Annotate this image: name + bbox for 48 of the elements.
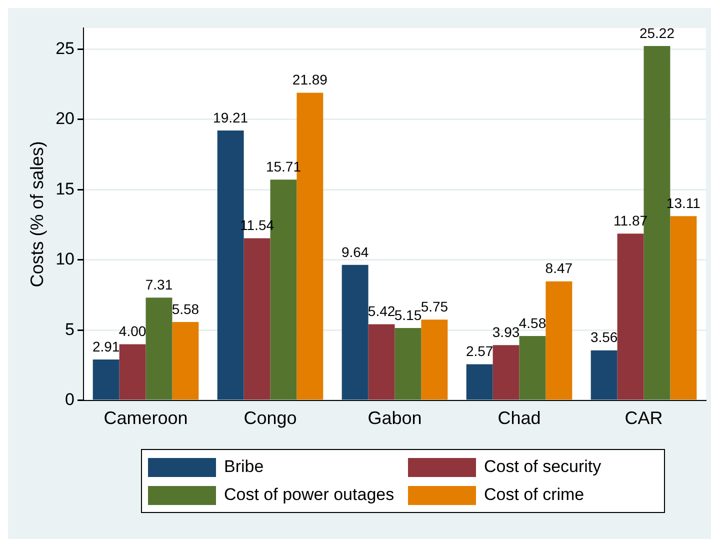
data-label: 25.22 [639,24,675,41]
x-tick-label: Chad [498,408,541,428]
y-axis-title: Costs (% of sales) [26,141,47,288]
bar [492,345,520,400]
data-label: 5.75 [420,298,448,314]
bar [617,234,644,400]
data-label: 5.58 [172,300,200,317]
y-tick-label: 15 [56,179,75,198]
data-label: 8.47 [545,260,573,276]
data-label: 3.93 [492,324,520,340]
bar [394,328,422,400]
y-tick-label: 25 [56,38,75,58]
bar [342,264,368,400]
y-tick-label: 5 [65,320,75,339]
bar [244,238,270,400]
data-label: 4.58 [518,314,546,331]
data-label: 4.00 [118,323,146,340]
bar [172,322,199,400]
bar [670,216,697,400]
legend-label: Bribe [224,457,264,477]
legend-label: Cost of crime [484,485,584,505]
data-label: 2.91 [92,338,120,354]
bar [146,298,172,400]
data-label: 3.56 [590,329,618,346]
bar [119,344,146,400]
bar [421,320,448,400]
y-tick-label: 20 [56,109,75,128]
x-tick-label: Congo [244,408,297,428]
y-tick-label: 0 [65,390,75,410]
data-label: 5.42 [368,303,396,320]
data-label: 19.21 [213,109,248,126]
x-tick-label: Cameroon [104,408,188,428]
bar [368,324,395,400]
data-label: 9.64 [341,244,369,260]
data-label: 2.57 [466,343,494,360]
legend-label: Cost of power outages [224,485,394,505]
y-tick-label: 10 [56,250,75,269]
x-tick-label: CAR [624,408,663,428]
bar [590,350,618,400]
data-label: 21.89 [292,72,328,88]
data-label: 7.31 [145,276,173,293]
bar [92,360,120,400]
x-tick-label: Gabon [368,408,422,428]
bar [546,281,572,400]
legend-label: Cost of security [484,457,602,477]
data-label: 5.15 [394,306,422,323]
bar [519,336,546,400]
bar [466,364,493,400]
